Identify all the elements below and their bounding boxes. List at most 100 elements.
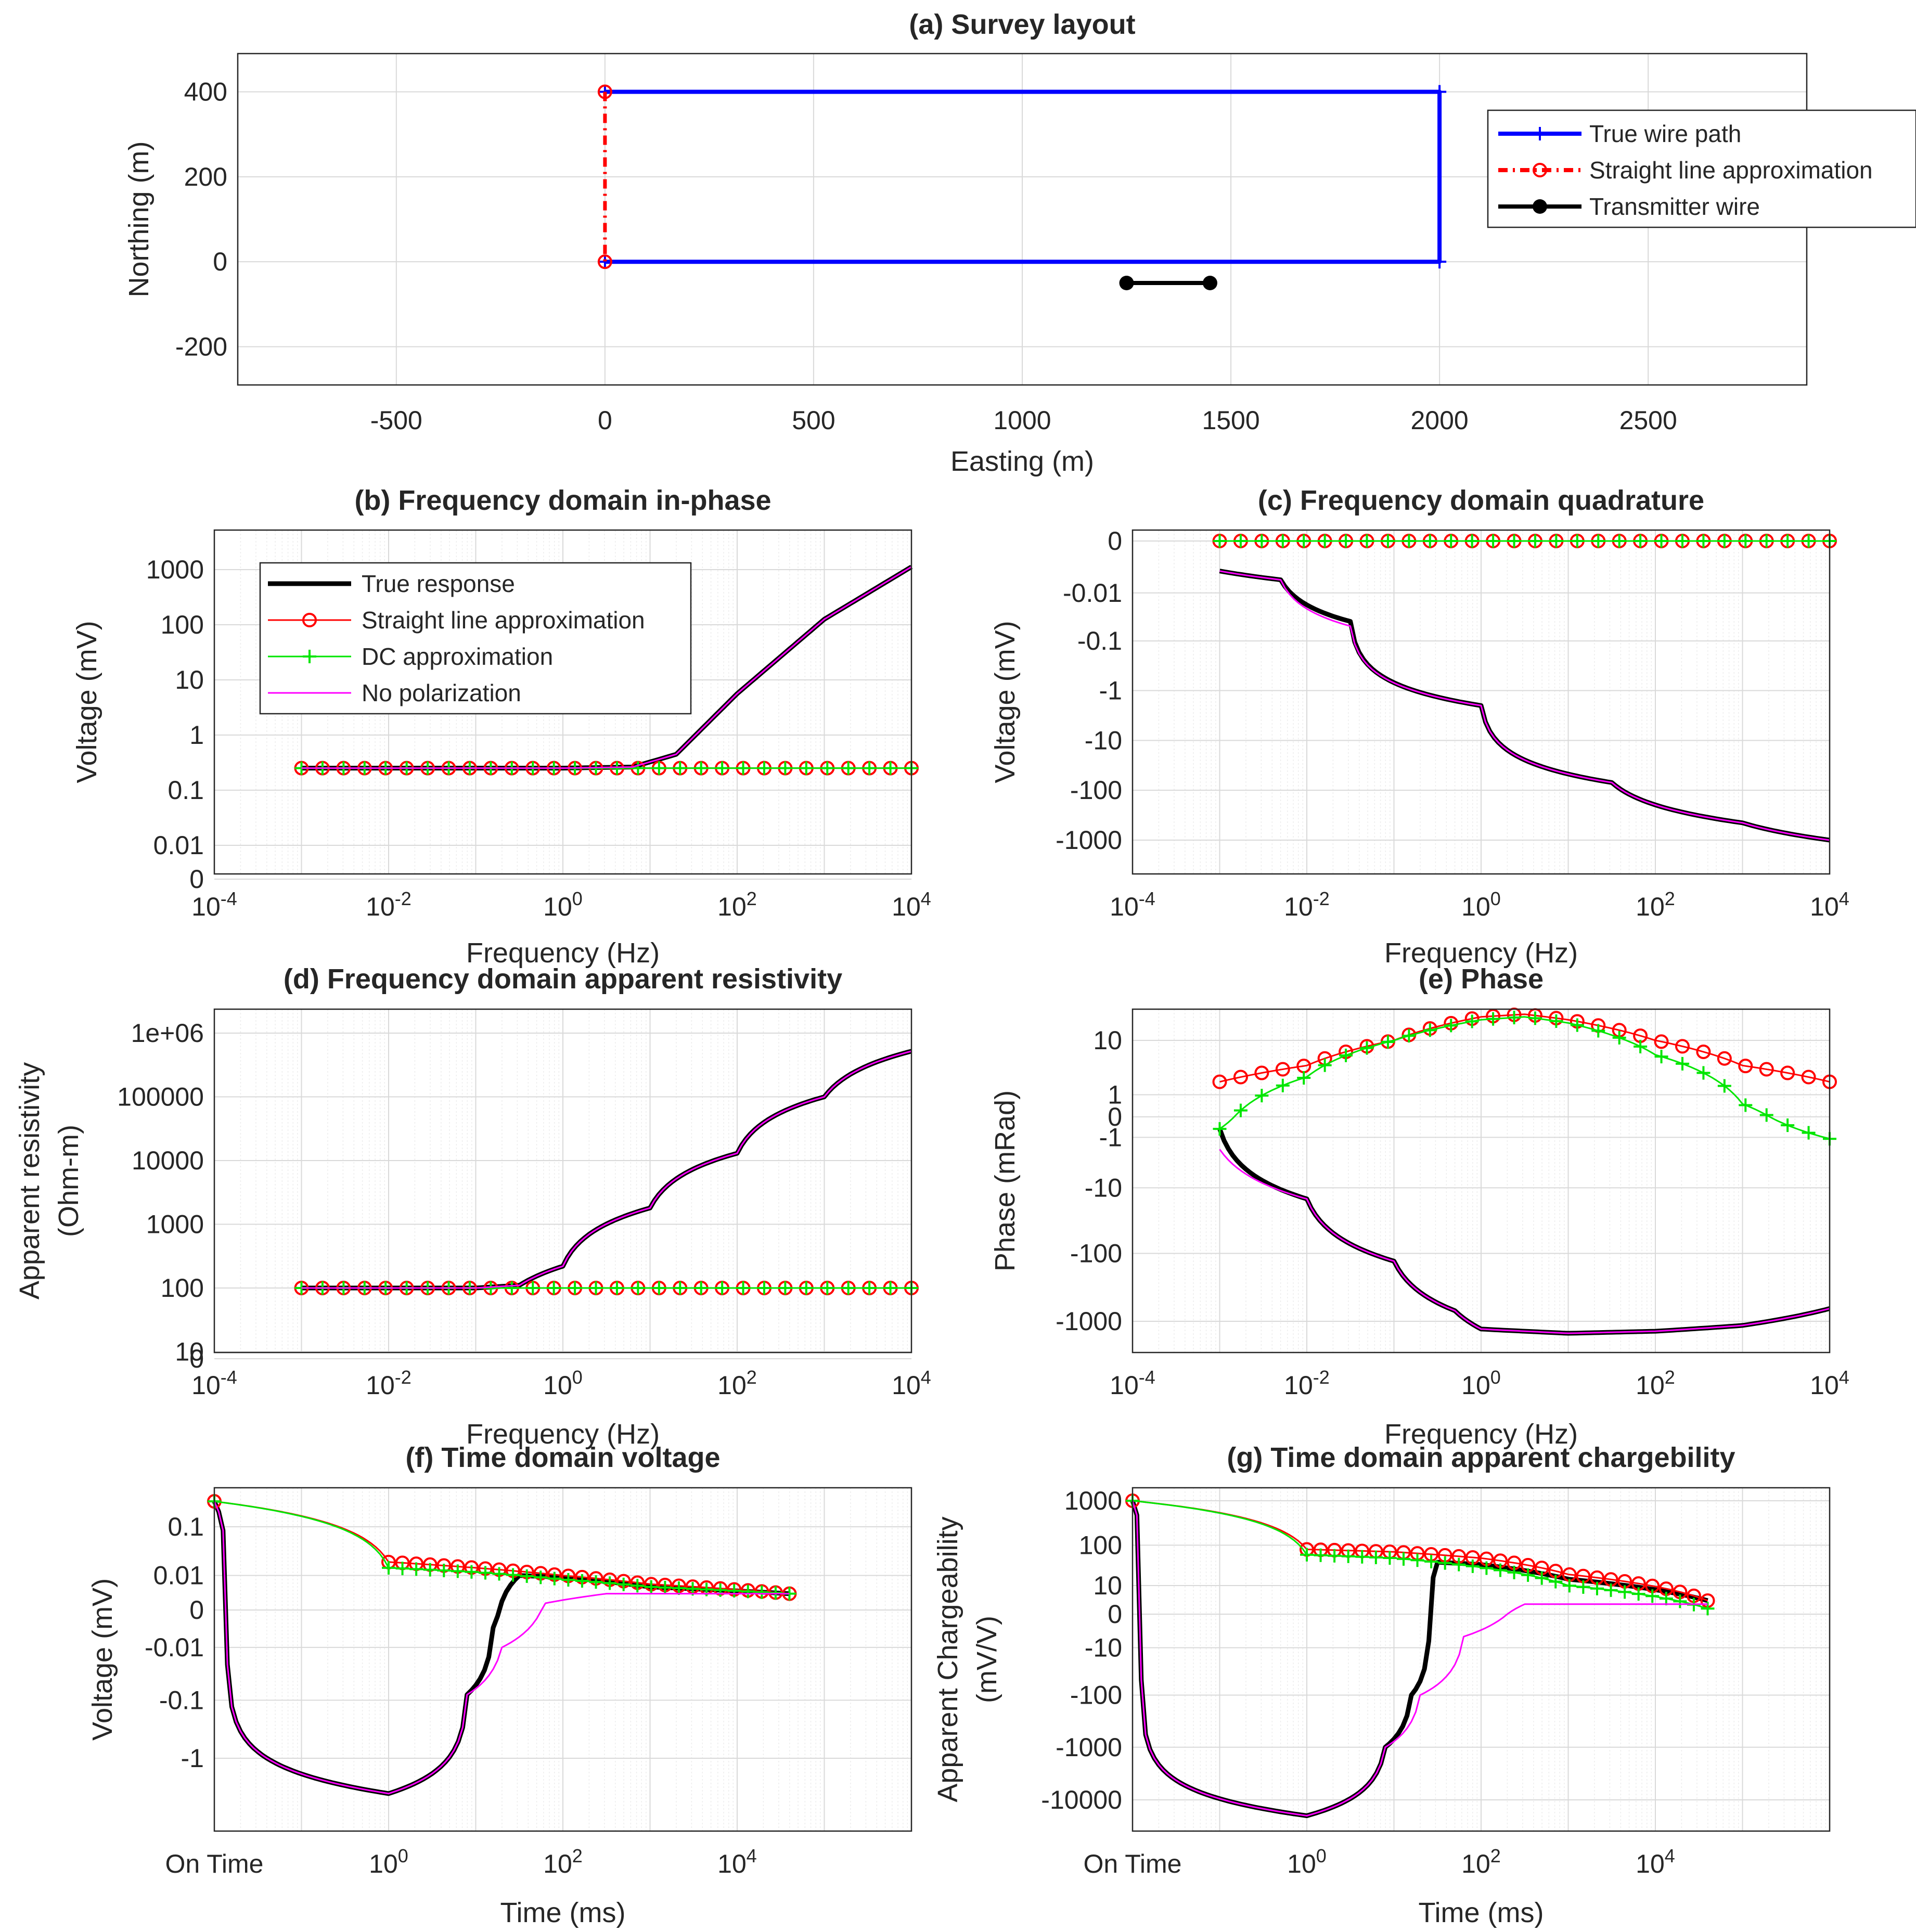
- e-ylabel: Phase (mRad): [989, 1090, 1021, 1271]
- c-xtick: 102: [1636, 888, 1675, 921]
- c-dc-approx-marker: [1802, 534, 1816, 548]
- c-dc-approx-marker: [1318, 534, 1332, 548]
- f-ytick: 0.01: [153, 1561, 204, 1590]
- g-dc-approx-marker: [1673, 1594, 1687, 1608]
- e-xtick: 10-2: [1284, 1367, 1330, 1400]
- d-dc-approx-marker: [610, 1281, 624, 1295]
- e-straight-line-approx-marker: [1212, 1074, 1227, 1089]
- g-dc-approx-marker: [1438, 1556, 1452, 1570]
- c-ytick: -10: [1085, 726, 1122, 755]
- d-xlabel: Frequency (Hz): [466, 1419, 660, 1450]
- a-true-wire-path-marker: [598, 255, 612, 269]
- g-no-polarization-line: [1131, 1500, 1708, 1817]
- b-dc-approx-marker: [652, 761, 666, 775]
- c-ylabel: Voltage (mV): [989, 621, 1021, 783]
- f-dc-approx-marker: [561, 1573, 575, 1587]
- a-true-wire-path-marker: [1433, 255, 1447, 269]
- f-xtick: 102: [543, 1845, 583, 1878]
- a-ylabel: Northing (m): [123, 141, 155, 297]
- b-axes-frame: [213, 529, 912, 875]
- g-dc-approx-marker: [1659, 1591, 1673, 1605]
- b-xlabel: Frequency (Hz): [466, 937, 660, 969]
- d-axes-frame: [213, 1008, 912, 1354]
- e-dc-approx-marker: [1360, 1041, 1374, 1055]
- c-ytick: -0.1: [1077, 626, 1122, 655]
- b-dc-approx-marker: [863, 761, 877, 775]
- g-ytick: -10: [1085, 1633, 1122, 1663]
- g-xlabel: Time (ms): [1419, 1897, 1544, 1928]
- c-dc-approx-marker: [1634, 534, 1648, 548]
- b-xtick: 100: [543, 888, 583, 921]
- g-dc-approx-marker: [1645, 1589, 1660, 1603]
- e-dc-approx-marker: [1465, 1014, 1479, 1028]
- b-dc-approx-marker: [610, 761, 624, 775]
- b-no-polarization-line: [301, 566, 912, 769]
- b-dc-approx-marker: [841, 761, 855, 775]
- b-ylabel: Voltage (mV): [71, 621, 102, 783]
- f-dc-approx-marker: [589, 1575, 603, 1589]
- g-dc-approx-marker: [1341, 1549, 1355, 1563]
- e-ytick: -1: [1099, 1123, 1122, 1152]
- b-legend-marker: [302, 613, 317, 627]
- e-dc-approx-marker: [1276, 1078, 1290, 1092]
- b-ytick: 0.1: [168, 776, 204, 805]
- a-ytick: -200: [175, 332, 227, 362]
- b-dc-approx-marker: [673, 761, 687, 775]
- f-dc-approx-marker: [437, 1563, 451, 1577]
- e-straight-line-approx-marker: [1233, 1070, 1248, 1085]
- e-dc-approx-marker: [1696, 1066, 1711, 1080]
- f-xtick: On Time: [165, 1849, 264, 1878]
- d-dc-approx-marker: [526, 1281, 540, 1295]
- e-dc-approx-marker: [1233, 1103, 1248, 1117]
- e-dc-approx-marker: [1570, 1018, 1584, 1032]
- g-ytick: -10000: [1041, 1785, 1122, 1814]
- e-dc-approx-marker: [1634, 1039, 1648, 1053]
- e-dc-approx-marker: [1213, 1122, 1227, 1136]
- e-xlabel: Frequency (Hz): [1384, 1419, 1578, 1450]
- g-ytick: -100: [1070, 1681, 1122, 1710]
- e-xtick: 104: [1810, 1367, 1849, 1400]
- c-dc-approx-marker: [1233, 534, 1248, 548]
- f-dc-approx-marker: [423, 1563, 437, 1577]
- b-legend-label-2: Straight line approximation: [362, 607, 645, 634]
- e-straight-line-approx-line: [1219, 1013, 1830, 1083]
- f-dc-approx-marker: [409, 1562, 423, 1576]
- f-dc-approx-marker: [741, 1585, 755, 1599]
- b-dc-approx-marker: [757, 761, 771, 775]
- d-ylabel-line1: Apparent resistivity: [14, 1062, 45, 1299]
- d-dc-approx-marker: [883, 1281, 897, 1295]
- b-dc-approx-marker: [736, 761, 750, 775]
- e-no-polarization-line: [1219, 1149, 1830, 1334]
- g-ytick: 0: [1108, 1600, 1122, 1629]
- b-legend-label-4: No polarization: [362, 679, 521, 706]
- b-dc-approx-marker: [694, 761, 708, 775]
- c-ytick: -0.01: [1063, 578, 1122, 608]
- f-dc-approx-marker: [492, 1567, 506, 1581]
- g-dc-approx-marker: [1507, 1565, 1521, 1579]
- g-ytick: -1000: [1056, 1733, 1122, 1762]
- d-dc-approx-marker: [736, 1281, 750, 1295]
- a-true-wire-path-marker: [1433, 85, 1447, 99]
- f-axes-frame: [213, 1487, 912, 1832]
- f-ytick: -0.01: [145, 1633, 204, 1662]
- c-dc-approx-marker: [1444, 534, 1458, 548]
- d-dc-approx-marker: [841, 1281, 855, 1295]
- g-ytick: 10: [1093, 1571, 1122, 1600]
- b-dc-approx-marker: [778, 761, 792, 775]
- a-xtick: 500: [792, 406, 835, 435]
- g-xtick: 102: [1461, 1845, 1501, 1878]
- f-no-polarization-line: [213, 1501, 790, 1795]
- e-straight-line-approx-marker: [1696, 1044, 1711, 1059]
- d-dc-approx-marker: [863, 1281, 877, 1295]
- d-title: (d) Frequency domain apparent resistivit…: [284, 963, 842, 995]
- f-dc-approx-marker: [631, 1579, 645, 1593]
- g-ylabel-line2: (mV/V): [971, 1616, 1002, 1703]
- f-dc-approx-marker: [644, 1580, 658, 1594]
- f-dc-approx-marker: [478, 1566, 492, 1580]
- c-dc-approx-marker: [1402, 534, 1416, 548]
- g-ytick: 1000: [1064, 1486, 1122, 1515]
- f-xtick: 100: [369, 1845, 408, 1878]
- g-dc-approx-marker: [1410, 1553, 1424, 1567]
- e-straight-line-approx-marker: [1254, 1065, 1269, 1080]
- g-dc-approx-marker: [1618, 1585, 1632, 1599]
